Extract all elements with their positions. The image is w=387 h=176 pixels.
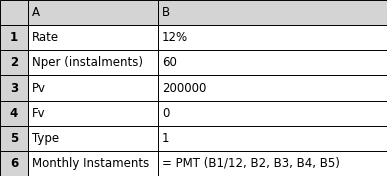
- Bar: [158, 76, 387, 100]
- Text: 60: 60: [162, 56, 177, 69]
- Text: Rate: Rate: [32, 31, 59, 44]
- Text: 3: 3: [10, 81, 18, 95]
- Bar: [158, 126, 387, 151]
- Text: 1: 1: [162, 132, 170, 145]
- Bar: [28, 0, 158, 25]
- Text: Pv: Pv: [32, 81, 46, 95]
- Bar: [158, 50, 387, 76]
- Text: 0: 0: [162, 107, 170, 120]
- Bar: [0, 151, 28, 176]
- Bar: [158, 25, 387, 50]
- Bar: [0, 100, 28, 126]
- Text: 2: 2: [10, 56, 18, 69]
- Bar: [158, 0, 387, 25]
- Text: Type: Type: [32, 132, 59, 145]
- Text: 5: 5: [10, 132, 18, 145]
- Bar: [0, 50, 28, 76]
- Text: 1: 1: [10, 31, 18, 44]
- Bar: [28, 76, 158, 100]
- Text: Fv: Fv: [32, 107, 46, 120]
- Bar: [158, 151, 387, 176]
- Text: 200000: 200000: [162, 81, 206, 95]
- Text: A: A: [32, 6, 40, 19]
- Text: = PMT (B1/12, B2, B3, B4, B5): = PMT (B1/12, B2, B3, B4, B5): [162, 157, 340, 170]
- Bar: [28, 151, 158, 176]
- Bar: [28, 50, 158, 76]
- Text: 12%: 12%: [162, 31, 188, 44]
- Bar: [0, 25, 28, 50]
- Bar: [0, 76, 28, 100]
- Text: B: B: [162, 6, 170, 19]
- Text: 6: 6: [10, 157, 18, 170]
- Text: Nper (instalments): Nper (instalments): [32, 56, 143, 69]
- Bar: [0, 0, 28, 25]
- Text: Monthly Instaments: Monthly Instaments: [32, 157, 149, 170]
- Bar: [28, 100, 158, 126]
- Bar: [28, 126, 158, 151]
- Bar: [158, 100, 387, 126]
- Text: 4: 4: [10, 107, 18, 120]
- Bar: [0, 126, 28, 151]
- Bar: [28, 25, 158, 50]
